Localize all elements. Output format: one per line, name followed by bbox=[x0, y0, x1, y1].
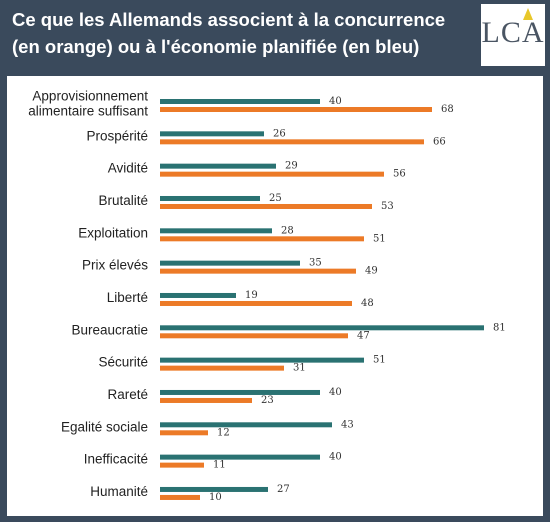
category-label: Inefficacité bbox=[84, 452, 148, 467]
category-label-line: Bureaucratie bbox=[71, 322, 148, 337]
bar-planned bbox=[160, 389, 320, 395]
value-label-competition: 12 bbox=[217, 427, 230, 438]
value-label-competition: 47 bbox=[357, 330, 370, 341]
category-label: Sécurité bbox=[98, 355, 148, 370]
category-label: Brutalité bbox=[98, 193, 148, 208]
category-label: Prix élevés bbox=[82, 258, 148, 273]
bar-planned bbox=[160, 357, 364, 363]
bar-planned bbox=[160, 486, 268, 492]
category-label-line: Rareté bbox=[107, 387, 148, 402]
bar-planned bbox=[160, 131, 264, 137]
value-label-planned: 51 bbox=[373, 355, 386, 366]
value-label-competition: 10 bbox=[209, 492, 222, 503]
lca-logo: LCA bbox=[481, 4, 545, 66]
value-label-planned: 26 bbox=[273, 128, 286, 139]
bar-planned bbox=[160, 454, 320, 460]
bar-planned bbox=[160, 292, 236, 298]
category-label: Bureaucratie bbox=[71, 322, 148, 337]
category-label-line: Prospérité bbox=[86, 128, 148, 143]
bar-competition bbox=[160, 430, 208, 436]
bar-competition bbox=[160, 268, 356, 274]
category-label: Humanité bbox=[90, 484, 148, 499]
bar-planned bbox=[160, 260, 300, 266]
value-label-competition: 49 bbox=[365, 266, 378, 277]
value-label-planned: 40 bbox=[329, 452, 342, 463]
value-label-planned: 81 bbox=[493, 322, 506, 333]
value-label-planned: 40 bbox=[329, 387, 342, 398]
category-label: Egalité sociale bbox=[61, 419, 148, 434]
bar-planned bbox=[160, 163, 276, 169]
category-label-line: Inefficacité bbox=[84, 452, 148, 467]
header: Ce que les Allemands associent à la conc… bbox=[0, 0, 550, 72]
bar-competition bbox=[160, 462, 204, 468]
bar-competition bbox=[160, 494, 200, 500]
category-label-line: Exploitation bbox=[78, 225, 148, 240]
bar-competition bbox=[160, 171, 384, 177]
value-label-competition: 48 bbox=[361, 298, 374, 309]
bar-planned bbox=[160, 325, 484, 331]
bar-competition bbox=[160, 107, 432, 112]
value-label-planned: 25 bbox=[269, 193, 282, 204]
value-label-planned: 35 bbox=[309, 258, 322, 269]
category-label: Rareté bbox=[107, 387, 148, 402]
chart-title-line-2: (en orange) ou à l'économie planifiée (e… bbox=[12, 36, 420, 57]
value-label-competition: 51 bbox=[373, 233, 386, 244]
category-label-line: alimentaire suffisant bbox=[28, 104, 148, 119]
chart-panel: Approvisionnement alimentaire suffisant 40… bbox=[7, 76, 543, 516]
bar-planned bbox=[160, 195, 260, 201]
category-label-line: Humanité bbox=[90, 484, 148, 499]
category-label-line: Approvisionnement bbox=[32, 89, 148, 104]
bar-competition bbox=[160, 397, 252, 403]
category-label: Avidité bbox=[108, 161, 148, 176]
bar-planned bbox=[160, 99, 320, 104]
bar-competition bbox=[160, 333, 348, 339]
bar-planned bbox=[160, 228, 272, 234]
value-label-competition: 56 bbox=[393, 169, 406, 180]
logo-accent-icon bbox=[523, 8, 533, 20]
value-label-planned: 27 bbox=[277, 484, 290, 495]
category-label: Approvisionnement alimentaire suffisant bbox=[28, 89, 148, 119]
value-label-competition: 23 bbox=[261, 395, 274, 406]
value-label-competition: 53 bbox=[381, 201, 394, 212]
category-label-line: Avidité bbox=[108, 161, 148, 176]
bar-competition bbox=[160, 203, 372, 209]
category-label: Liberté bbox=[107, 290, 148, 305]
value-label-competition: 66 bbox=[433, 136, 446, 147]
value-label-competition: 31 bbox=[293, 363, 306, 374]
category-label-line: Prix élevés bbox=[82, 258, 148, 273]
chart-title: Ce que les Allemands associent à la conc… bbox=[12, 6, 467, 60]
bar-chart: Approvisionnement alimentaire suffisant 40… bbox=[28, 89, 506, 503]
value-label-planned: 40 bbox=[329, 96, 342, 107]
bar-competition bbox=[160, 365, 284, 371]
lca-logo-text: LCA bbox=[481, 16, 545, 49]
value-label-planned: 29 bbox=[285, 161, 298, 172]
bar-competition bbox=[160, 300, 352, 306]
value-label-competition: 11 bbox=[213, 460, 226, 471]
bar-planned bbox=[160, 422, 332, 428]
bar-competition bbox=[160, 236, 364, 242]
category-label-line: Liberté bbox=[107, 290, 148, 305]
category-label: Exploitation bbox=[78, 225, 148, 240]
value-label-planned: 28 bbox=[281, 225, 294, 236]
bar-competition bbox=[160, 139, 424, 145]
value-label-planned: 43 bbox=[341, 419, 354, 430]
category-label: Prospérité bbox=[86, 128, 148, 143]
category-label-line: Sécurité bbox=[98, 355, 148, 370]
category-label-line: Egalité sociale bbox=[61, 419, 148, 434]
value-label-planned: 19 bbox=[245, 290, 258, 301]
category-label-line: Brutalité bbox=[98, 193, 148, 208]
value-label-competition: 68 bbox=[441, 104, 454, 115]
chart-title-line-1: Ce que les Allemands associent à la conc… bbox=[12, 9, 446, 30]
